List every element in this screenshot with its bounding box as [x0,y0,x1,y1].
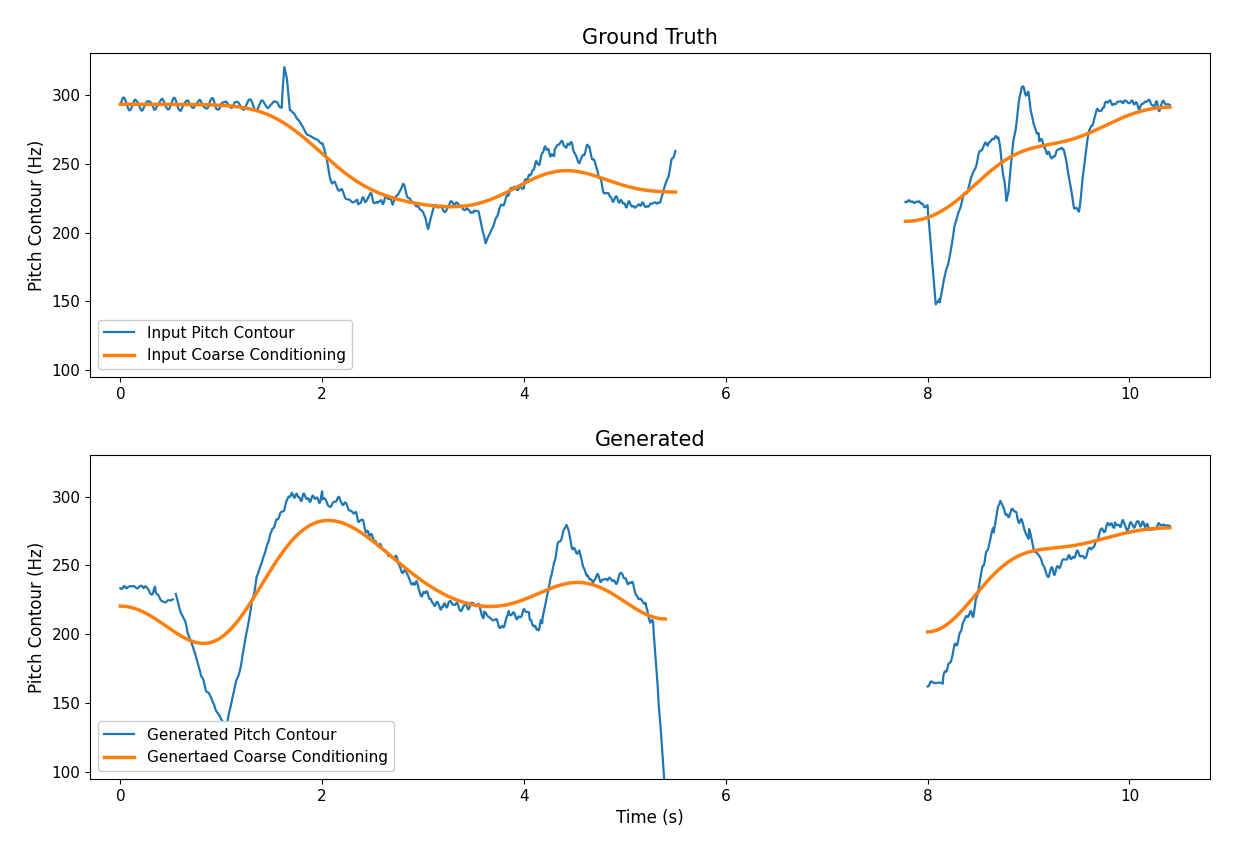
Line: Genertaed Coarse Conditioning: Genertaed Coarse Conditioning [120,521,665,643]
Generated Pitch Contour [134,581,149,591]
Y-axis label: Pitch Contour (Hz): Pitch Contour (Hz) [27,541,46,693]
Input Coarse Conditioning [295,131,310,141]
Genertaed Coarse Conditioning [182,635,197,646]
Input Coarse Conditioning [443,202,458,212]
Generated Pitch Contour [136,583,151,593]
Input Pitch Contour [277,62,292,72]
Title: Ground Truth: Ground Truth [582,27,718,48]
Generated Pitch Contour [120,582,135,593]
Line: Generated Pitch Contour: Generated Pitch Contour [120,586,173,603]
Input Pitch Contour [113,99,128,109]
Input Coarse Conditioning [484,194,499,204]
Input Pitch Contour [535,149,550,159]
Y-axis label: Pitch Contour (Hz): Pitch Contour (Hz) [27,139,46,291]
Input Pitch Contour [337,191,352,201]
Input Pitch Contour [478,239,493,249]
Input Coarse Conditioning [113,99,128,109]
Line: Input Pitch Contour: Input Pitch Contour [120,67,676,244]
Genertaed Coarse Conditioning [633,606,647,616]
Generated Pitch Contour [151,591,166,601]
Genertaed Coarse Conditioning [604,588,619,598]
Input Pitch Contour [669,146,683,156]
Input Pitch Contour [484,224,499,234]
Input Pitch Contour [489,212,504,222]
Generated Pitch Contour [166,594,181,604]
Genertaed Coarse Conditioning [422,581,437,592]
Input Pitch Contour [276,76,291,86]
Legend: Generated Pitch Contour, Genertaed Coarse Conditioning: Generated Pitch Contour, Genertaed Coars… [98,722,394,771]
Genertaed Coarse Conditioning [619,598,634,608]
Input Coarse Conditioning [489,192,504,203]
Legend: Input Pitch Contour, Input Coarse Conditioning: Input Pitch Contour, Input Coarse Condit… [98,320,352,369]
Generated Pitch Contour [113,583,128,593]
Generated Pitch Contour [152,592,167,602]
Generated Pitch Contour [134,581,149,591]
Genertaed Coarse Conditioning [113,601,128,611]
Title: Generated: Generated [594,429,706,450]
Generated Pitch Contour [114,583,129,593]
Input Coarse Conditioning [276,117,291,127]
Line: Input Coarse Conditioning: Input Coarse Conditioning [120,104,676,207]
Genertaed Coarse Conditioning [196,638,210,648]
Input Coarse Conditioning [337,167,352,177]
Genertaed Coarse Conditioning [319,516,334,526]
Generated Pitch Contour [157,598,172,608]
Input Coarse Conditioning [669,187,683,198]
Input Coarse Conditioning [534,170,548,180]
X-axis label: Time (s): Time (s) [617,809,685,828]
Input Pitch Contour [295,121,310,132]
Genertaed Coarse Conditioning [657,614,672,624]
Genertaed Coarse Conditioning [321,516,335,526]
